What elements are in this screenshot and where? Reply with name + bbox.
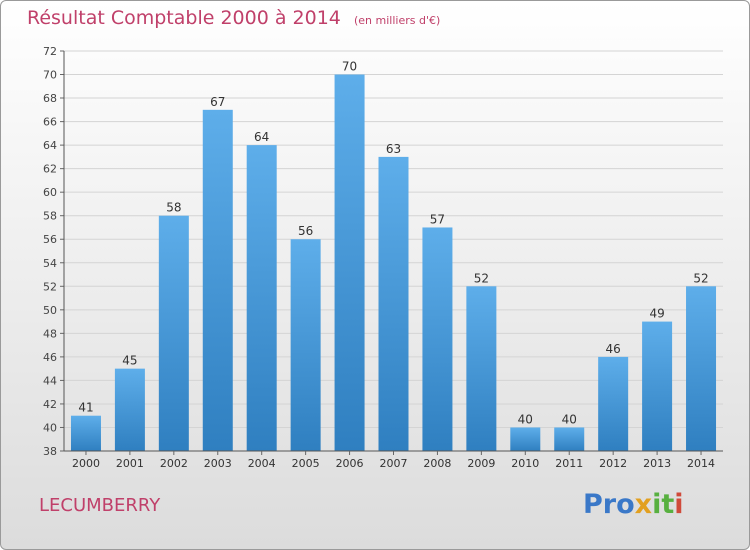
x-tick-label: 2003 [204, 457, 232, 470]
bar-value-label: 67 [210, 95, 225, 109]
x-tick-label: 2000 [72, 457, 100, 470]
bar [554, 427, 585, 451]
logo-part-3: it [652, 489, 675, 520]
y-tick-label: 42 [43, 398, 57, 411]
logo-part-4: i [674, 489, 684, 520]
logo-part-2: x [634, 489, 653, 520]
bar-value-label: 49 [649, 307, 664, 321]
y-tick-label: 62 [43, 163, 57, 176]
bar-value-label: 56 [298, 224, 313, 238]
bar-value-label: 58 [166, 201, 181, 215]
bar-layer [70, 74, 717, 451]
bar [158, 215, 189, 451]
x-tick-label: 2009 [467, 457, 495, 470]
bar-value-label: 63 [386, 142, 401, 156]
y-tick-label: 68 [43, 92, 57, 105]
y-tick-label: 52 [43, 280, 57, 293]
x-tick-label: 2007 [380, 457, 408, 470]
y-tick-label: 56 [43, 233, 57, 246]
y-tick-label: 60 [43, 186, 57, 199]
y-tick-label: 46 [43, 351, 57, 364]
y-tick-label: 72 [43, 45, 57, 58]
y-tick-label: 50 [43, 304, 57, 317]
x-tick-label: 2002 [160, 457, 188, 470]
x-tick-label: 2001 [116, 457, 144, 470]
x-tick-label: 2006 [336, 457, 364, 470]
bar-value-label: 40 [518, 412, 533, 426]
x-tick-label: 2010 [511, 457, 539, 470]
x-tick-label: 2013 [643, 457, 671, 470]
bar [466, 286, 497, 451]
bar-value-label: 70 [342, 60, 357, 74]
x-tick-label: 2011 [555, 457, 583, 470]
bar-value-label: 40 [562, 412, 577, 426]
axis-layer: 38 40 42 44 46 48 50 52 54 56 58 60 62 64 66 68 70 72 2000… [43, 45, 723, 470]
y-tick-label: 44 [43, 374, 57, 387]
bar [290, 239, 321, 451]
bar-value-label: 46 [606, 342, 621, 356]
chart-title-text: Résultat Comptable 2000 à 2014 [27, 7, 341, 29]
bar [598, 356, 629, 451]
bar-value-label: 57 [430, 212, 445, 226]
bar [378, 156, 409, 451]
y-tick-label: 66 [43, 116, 57, 129]
proxiti-logo: Proxiti [583, 489, 684, 520]
y-tick-label: 40 [43, 421, 57, 434]
bar-value-label: 52 [693, 271, 708, 285]
y-tick-label: 48 [43, 327, 57, 340]
bar [246, 145, 277, 451]
logo-part-1: Pro [583, 489, 635, 520]
bar [202, 109, 233, 451]
y-tick-label: 58 [43, 210, 57, 223]
place-name: LECUMBERRY [39, 495, 161, 516]
x-tick-label: 2014 [687, 457, 715, 470]
y-tick-label: 38 [43, 445, 57, 458]
y-tick-label: 70 [43, 69, 57, 82]
bar [334, 74, 365, 451]
x-tick-label: 2008 [423, 457, 451, 470]
bar-value-label: 45 [122, 354, 137, 368]
label-layer: 41 45 58 67 64 56 70 63 57 52 40 40 46 49 52 [78, 60, 708, 427]
y-tick-label: 54 [43, 257, 57, 270]
x-tick-label: 2004 [248, 457, 276, 470]
bar [70, 415, 101, 451]
bar [114, 368, 145, 451]
x-tick-label: 2012 [599, 457, 627, 470]
x-tick-label: 2005 [292, 457, 320, 470]
bar [422, 227, 453, 451]
bar-value-label: 41 [78, 401, 93, 415]
chart-unit-text: (en milliers d'€) [353, 14, 441, 27]
y-tick-label: 64 [43, 139, 57, 152]
bar [642, 321, 673, 451]
bar-value-label: 64 [254, 130, 269, 144]
bar [510, 427, 541, 451]
chart-title: Résultat Comptable 2000 à 2014 (en milli… [27, 7, 440, 29]
bar-value-label: 52 [474, 271, 489, 285]
bar [686, 286, 717, 451]
